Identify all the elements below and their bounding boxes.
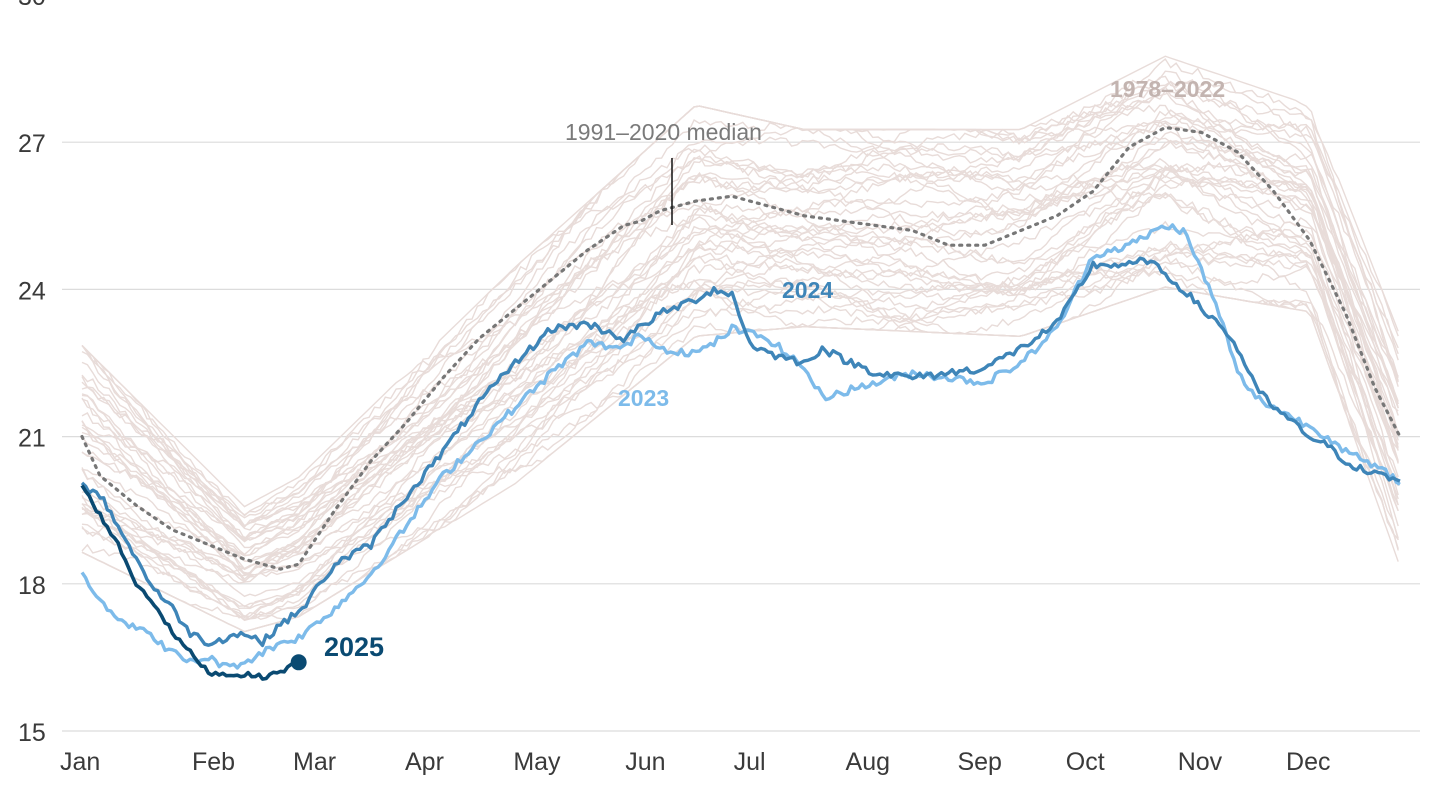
label-2023: 2023 xyxy=(618,385,669,411)
y-axis-ticks: 15 18 21 24 27 30 xyxy=(18,0,46,747)
x-axis-ticks: Jan Feb Mar Apr May Jun Jul Aug Sep Oct Nov Dec xyxy=(60,748,1331,776)
historical-label: 1978–2022 xyxy=(1110,76,1225,102)
historical-year-line xyxy=(81,136,1399,563)
x-tick-label: Aug xyxy=(846,748,890,776)
x-tick-label: Mar xyxy=(293,748,336,776)
series-2024-line xyxy=(80,256,1401,648)
historical-year-line xyxy=(81,164,1399,571)
x-tick-label: May xyxy=(513,748,561,776)
historical-year-line xyxy=(81,91,1399,527)
historical-year-line xyxy=(81,55,1399,508)
annotations: 1991–2020 median 1978–2022 2024 2023 202… xyxy=(324,76,1225,662)
series-2023-line xyxy=(80,223,1401,670)
historical-year-line xyxy=(81,191,1399,583)
historical-year-line xyxy=(81,80,1399,527)
historical-year-line xyxy=(81,57,1399,517)
label-2025: 2025 xyxy=(324,632,384,662)
y-tick-label: 24 xyxy=(18,277,46,305)
historical-year-line xyxy=(81,203,1399,608)
historical-year-line xyxy=(81,264,1399,622)
historical-year-line xyxy=(81,190,1399,581)
y-tick-label: 27 xyxy=(18,130,46,158)
historical-year-line xyxy=(81,160,1399,577)
x-tick-label: Dec xyxy=(1286,748,1330,776)
historical-year-line xyxy=(81,109,1399,542)
historical-year-line xyxy=(81,221,1399,621)
historical-year-line xyxy=(81,89,1399,528)
label-2024: 2024 xyxy=(782,277,833,303)
y-tick-label: 18 xyxy=(18,572,46,600)
median-line xyxy=(80,125,1402,571)
historical-year-line xyxy=(81,105,1399,543)
historical-year-line xyxy=(81,85,1399,527)
x-tick-label: Jul xyxy=(734,748,766,776)
x-tick-label: Jan xyxy=(60,748,100,776)
historical-year-line xyxy=(81,177,1399,584)
x-tick-label: Apr xyxy=(405,748,444,776)
x-tick-label: Jun xyxy=(625,748,665,776)
historical-year-line xyxy=(81,70,1399,519)
historical-year-line xyxy=(81,131,1399,556)
y-tick-label: 21 xyxy=(18,425,46,453)
series-2025-endpoint xyxy=(290,654,307,671)
historical-year-line xyxy=(81,164,1399,563)
historical-year-line xyxy=(81,156,1399,570)
x-tick-label: Oct xyxy=(1066,748,1105,776)
y-tick-label: 15 xyxy=(18,719,46,747)
y-tick-label: 30 xyxy=(18,0,46,11)
series-2025-line xyxy=(80,484,296,681)
series-lines xyxy=(80,125,1402,681)
historical-year-line xyxy=(81,121,1399,541)
x-tick-label: Sep xyxy=(957,748,1001,776)
historical-year-line xyxy=(81,140,1399,557)
historical-year-line xyxy=(81,286,1399,633)
grid-lines xyxy=(62,141,1420,732)
x-tick-label: Feb xyxy=(192,748,235,776)
historical-year-line xyxy=(81,104,1399,531)
historical-year-line xyxy=(81,105,1399,549)
x-tick-label: Nov xyxy=(1178,748,1223,776)
median-label: 1991–2020 median xyxy=(565,119,762,145)
historical-year-line xyxy=(81,220,1399,598)
